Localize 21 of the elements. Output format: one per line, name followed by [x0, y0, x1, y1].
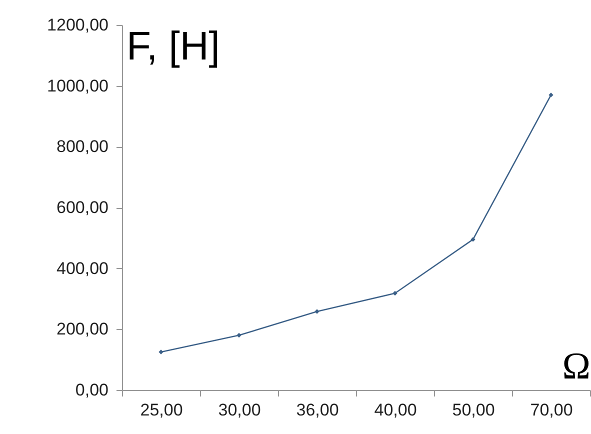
point	[236, 332, 242, 338]
x-tick-label: 50,00	[452, 400, 495, 420]
y-tick-label: 200,00	[56, 320, 108, 339]
y-tick-label: 600,00	[56, 198, 108, 217]
point	[392, 290, 398, 296]
x-tick-label: 25,00	[140, 400, 183, 420]
y-tick-label: 800,00	[56, 137, 108, 156]
y-axis-title: F, [H]	[126, 24, 220, 68]
x-tick-label: 30,00	[218, 400, 261, 420]
y-tick-label: 1000,00	[47, 76, 108, 96]
x-tick-label: 40,00	[374, 400, 417, 420]
point	[470, 237, 476, 242]
x-tick-label: 36,00	[296, 400, 339, 420]
point	[548, 92, 554, 98]
x-tick-label: 70,00	[530, 400, 573, 420]
y-tick-label: 1200,00	[47, 16, 108, 34]
point	[314, 309, 320, 314]
y-tick-label: 0,00	[75, 380, 108, 400]
x-axis-title: Ω	[562, 346, 590, 388]
point	[158, 350, 164, 354]
y-tick-label: 400,00	[56, 258, 108, 278]
